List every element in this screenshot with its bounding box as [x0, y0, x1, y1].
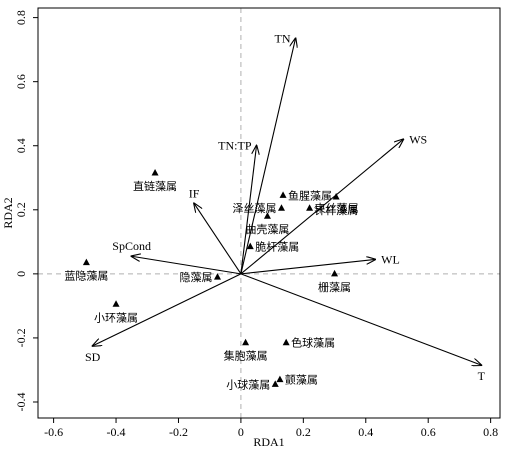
arrow-tn	[240, 38, 296, 274]
species-label: 色球藻属	[291, 336, 335, 350]
y-tick-label: -0.2	[14, 328, 28, 347]
y-tick-label: 0.4	[14, 138, 28, 153]
environment-arrows: TN WS TN:TP IF SpCond WL SD T	[85, 31, 486, 383]
arrow-ws	[240, 139, 403, 275]
species-point	[271, 380, 279, 387]
arrow-if	[194, 203, 242, 275]
zero-reference-lines	[38, 8, 500, 418]
plot-frame	[37, 7, 501, 419]
y-axis-label: RDA2	[1, 197, 15, 228]
species-point	[306, 204, 314, 211]
species-point	[332, 192, 340, 200]
arrow-tn-tp	[240, 146, 257, 274]
species-point	[279, 191, 287, 198]
arrow-label: T	[478, 369, 486, 383]
y-tick-label: 0.6	[14, 74, 28, 89]
species-point	[151, 168, 159, 176]
species-label: 集胞藻属	[224, 349, 268, 363]
arrow-sd	[93, 273, 242, 346]
species-point	[331, 269, 339, 277]
x-tick-label: 0.2	[296, 425, 311, 439]
x-tick-label: -0.4	[107, 425, 126, 439]
species-label: 泽丝藻属	[232, 202, 276, 215]
y-tick-label: 0	[14, 271, 28, 277]
arrow-label: SD	[85, 350, 101, 364]
arrow-label: WL	[381, 252, 400, 266]
x-tick-label: -0.6	[44, 425, 63, 439]
y-tick-label: 0.8	[14, 10, 28, 25]
species-label: 针杆藻属	[314, 203, 358, 217]
species-label: 曲壳藻属	[245, 222, 289, 236]
species-label: 颤藻属	[285, 373, 318, 387]
x-tick-label: 0.8	[483, 425, 498, 439]
arrow-spcond	[132, 256, 241, 275]
species-label: 鱼腥藻属	[288, 188, 332, 202]
arrow-label: SpCond	[112, 239, 151, 253]
arrow-label: WS	[409, 132, 427, 146]
x-axis-label: RDA1	[253, 435, 284, 449]
species-label: 栅藻属	[318, 280, 351, 294]
x-tick-label: 0.4	[358, 425, 373, 439]
species-label: 脆杆藻属	[255, 240, 299, 254]
species-point	[277, 204, 285, 211]
y-tick-label: 0.2	[14, 202, 28, 217]
arrow-label: TN:TP	[218, 139, 252, 153]
species-label: 隐藻属	[179, 271, 212, 284]
x-tick-label: -0.2	[169, 425, 188, 439]
arrow-label: TN	[275, 31, 291, 45]
species-point	[246, 242, 254, 250]
species-point	[242, 338, 250, 346]
y-tick-label: -0.4	[14, 392, 28, 411]
x-axis: -0.6 -0.4 -0.2 0 0.2 0.4 0.6 0.8	[44, 418, 498, 439]
x-tick-label: 0	[238, 425, 244, 439]
arrow-label: IF	[189, 186, 200, 200]
arrow-wl	[240, 259, 375, 275]
species-label: 小环藻属	[94, 311, 138, 324]
x-tick-label: 0.6	[421, 425, 436, 439]
species-point	[276, 375, 284, 383]
species-label: 束丝藻属	[315, 202, 359, 215]
species-point	[112, 300, 120, 307]
species-point	[263, 212, 271, 219]
species-label: 小球藻属	[226, 377, 270, 391]
arrow-t	[240, 273, 481, 365]
species-point	[213, 273, 221, 280]
y-axis: -0.4 -0.2 0 0.2 0.4 0.6 0.8	[14, 10, 38, 411]
species-label: 直链藻属	[133, 179, 177, 193]
species-point	[82, 258, 90, 266]
species-point	[282, 338, 290, 346]
species-label: 蓝隐藻属	[64, 270, 108, 283]
